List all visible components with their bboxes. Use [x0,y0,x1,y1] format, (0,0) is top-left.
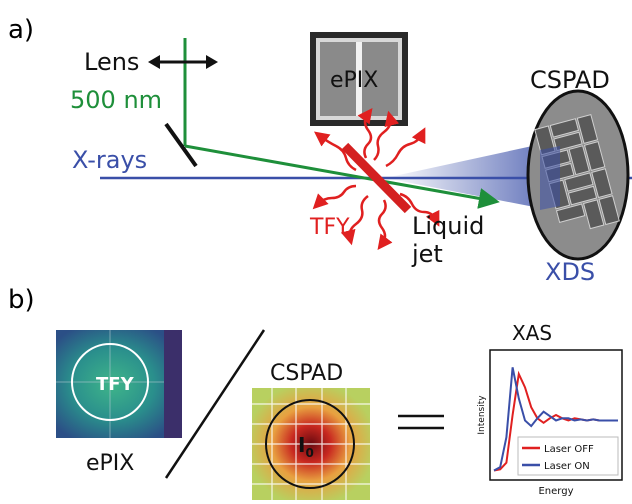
tfy-arrow [377,199,393,251]
legend-label-off: Laser OFF [544,444,594,455]
lens-label: Lens [84,48,139,76]
xas-legend-box [517,436,619,476]
cspad-image [252,388,370,500]
tfy-arrow [340,195,369,246]
xas-title: XAS [512,321,552,345]
jet-label: jet [411,240,443,268]
tfy-region-label: TFY [96,374,135,395]
fluorescence-arrows [312,107,440,251]
xas-legend: Laser OFF Laser ON [517,436,619,476]
cspad-label: CSPAD [530,66,610,94]
xas-series-group [493,367,618,472]
laser-to-jet [184,144,500,209]
xds-label: XDS [545,258,595,286]
panel-b-label: b) [8,285,35,315]
mirror [164,122,198,168]
xas-series-laser-on [493,367,618,472]
tfy-arrow [313,131,357,172]
xas-ylabel: Intensity [477,395,487,435]
lens-arrow-left-head [148,55,160,69]
wavelength-label: 500 nm [70,86,162,114]
epix-detector [310,32,408,126]
liquid-jet [341,142,412,214]
i0-label: I0 [298,433,314,460]
tfy-label: TFY [309,215,350,240]
lens-arrow-right-head [206,55,218,69]
epix-image [56,330,182,438]
tfy-arrow [399,192,440,227]
tfy-arrow [312,184,357,210]
division-slash [164,329,266,479]
tfy-arrow [385,127,426,168]
i0-main: I [298,433,305,457]
tfy-arrow [373,110,400,161]
tfy-arrow [357,107,373,159]
cspad-image-label: CSPAD [270,361,343,386]
legend-label-on: Laser ON [544,461,590,472]
xas-xlabel: Energy [538,486,573,497]
liquid-label: Liquid [412,212,484,240]
xrays-label: X-rays [72,146,147,174]
cspad-detector [526,89,630,261]
scatter-cone [385,140,560,212]
epix-image-label: ePIX [86,451,134,476]
i0-sub: 0 [305,446,313,460]
panel-a-label: a) [8,15,34,45]
epix-label: ePIX [330,68,378,93]
